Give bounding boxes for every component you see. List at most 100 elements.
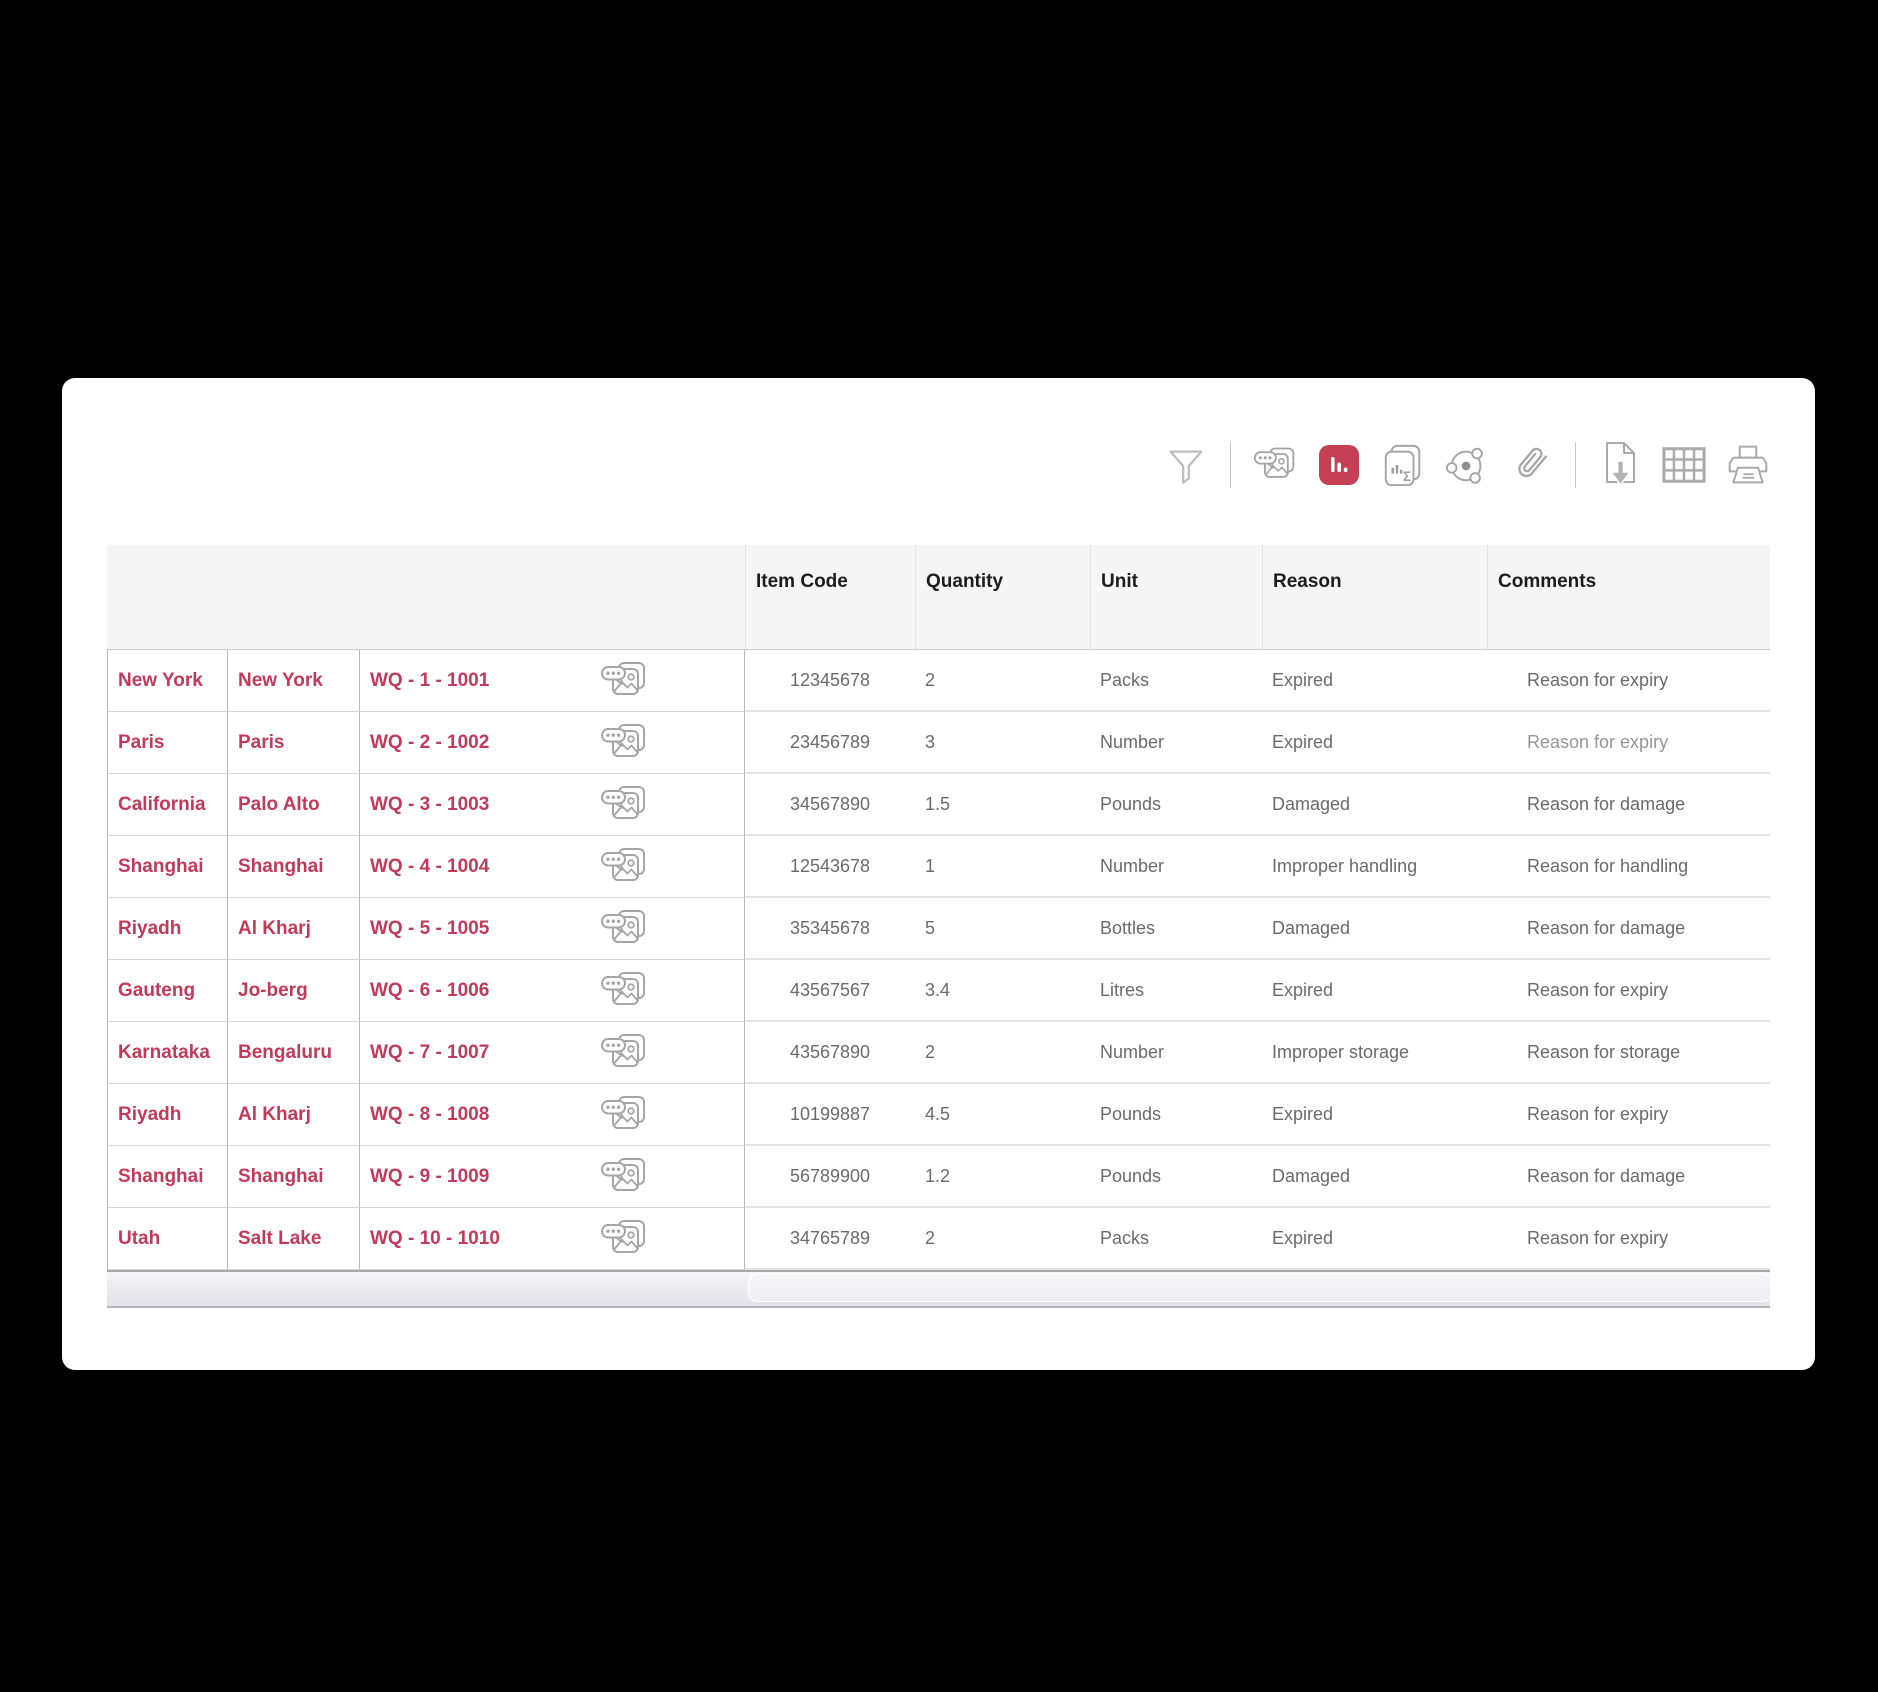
header-comments: Comments [1487,545,1770,649]
unit-value: Number [1090,712,1262,774]
comments-value: Reason for expiry [1487,1084,1770,1146]
table-row: Shanghai Shanghai WQ - 9 - 1009 56789900 [107,1146,1770,1208]
item-code-value: 43567890 [745,1022,915,1084]
header-quantity: Quantity [915,545,1090,649]
region-link[interactable]: Utah [107,1208,228,1270]
table-row: Shanghai Shanghai WQ - 4 - 1004 12543678 [107,836,1770,898]
code-cell: WQ - 6 - 1006 [360,960,745,1022]
summary-sheets-icon[interactable]: Σ [1381,440,1425,490]
panel-card: Σ [62,378,1815,1370]
code-link[interactable]: WQ - 6 - 1006 [370,979,490,1001]
unit-value: Number [1090,1022,1262,1084]
row-image-comment-icon[interactable] [598,844,650,890]
unit-value: Pounds [1090,1146,1262,1208]
city-link[interactable]: Jo-berg [228,960,360,1022]
row-image-comment-icon[interactable] [598,968,650,1014]
item-code-value: 10199887 [745,1084,915,1146]
header-unit: Unit [1090,545,1262,649]
row-image-comment-icon[interactable] [598,906,650,952]
comments-value: Reason for expiry [1487,1208,1770,1270]
filter-icon[interactable] [1164,440,1208,490]
city-link[interactable]: New York [228,650,360,712]
city-link[interactable]: Salt Lake [228,1208,360,1270]
row-image-comment-icon[interactable] [598,1092,650,1138]
horizontal-scrollbar[interactable] [107,1270,1772,1308]
code-link[interactable]: WQ - 7 - 1007 [370,1041,490,1063]
row-image-comment-icon[interactable] [598,1216,650,1262]
city-link[interactable]: Paris [228,712,360,774]
code-link[interactable]: WQ - 1 - 1001 [370,669,490,691]
table-row: Utah Salt Lake WQ - 10 - 1010 34765789 2 [107,1208,1770,1270]
code-cell: WQ - 1 - 1001 [360,650,745,712]
reason-value: Expired [1262,650,1487,712]
region-link[interactable]: Shanghai [107,836,228,898]
code-cell: WQ - 8 - 1008 [360,1084,745,1146]
quantity-value: 3 [915,712,1090,774]
code-cell: WQ - 3 - 1003 [360,774,745,836]
comments-value: Reason for damage [1487,774,1770,836]
reason-value: Expired [1262,960,1487,1022]
attachment-icon[interactable] [1509,440,1553,490]
unit-value: Litres [1090,960,1262,1022]
unit-value: Pounds [1090,1084,1262,1146]
export-download-icon[interactable] [1598,440,1642,490]
quantity-value: 5 [915,898,1090,960]
item-code-value: 23456789 [745,712,915,774]
toolbar-divider [1575,442,1576,488]
row-image-comment-icon[interactable] [598,782,650,828]
code-link[interactable]: WQ - 8 - 1008 [370,1103,490,1125]
code-link[interactable]: WQ - 5 - 1005 [370,917,490,939]
item-code-value: 43567567 [745,960,915,1022]
region-link[interactable]: Riyadh [107,1084,228,1146]
region-link[interactable]: Shanghai [107,1146,228,1208]
city-link[interactable]: Al Kharj [228,1084,360,1146]
city-link[interactable]: Shanghai [228,836,360,898]
quantity-value: 1.5 [915,774,1090,836]
table-grid-icon[interactable] [1662,440,1706,490]
code-link[interactable]: WQ - 9 - 1009 [370,1165,490,1187]
region-link[interactable]: Riyadh [107,898,228,960]
code-link[interactable]: WQ - 4 - 1004 [370,855,490,877]
code-cell: WQ - 5 - 1005 [360,898,745,960]
reason-value: Expired [1262,712,1487,774]
table-row: Riyadh Al Kharj WQ - 8 - 1008 10199887 4… [107,1084,1770,1146]
region-link[interactable]: California [107,774,228,836]
header-code [360,545,745,649]
comments-value: Reason for storage [1487,1022,1770,1084]
row-image-comment-icon[interactable] [598,720,650,766]
network-share-icon[interactable] [1445,440,1489,490]
code-link[interactable]: WQ - 10 - 1010 [370,1227,500,1249]
table-row: California Palo Alto WQ - 3 - 1003 34567… [107,774,1770,836]
quantity-value: 2 [915,1208,1090,1270]
code-link[interactable]: WQ - 3 - 1003 [370,793,490,815]
city-link[interactable]: Al Kharj [228,898,360,960]
region-link[interactable]: New York [107,650,228,712]
comments-value: Reason for expiry [1487,650,1770,712]
item-code-value: 12345678 [745,650,915,712]
city-link[interactable]: Shanghai [228,1146,360,1208]
city-link[interactable]: Palo Alto [228,774,360,836]
region-link[interactable]: Paris [107,712,228,774]
header-reason: Reason [1262,545,1487,649]
bar-chart-icon-active[interactable] [1317,440,1361,490]
comments-value: Reason for damage [1487,1146,1770,1208]
header-item-code: Item Code [745,545,915,649]
row-image-comment-icon[interactable] [598,1030,650,1076]
region-link[interactable]: Gauteng [107,960,228,1022]
unit-value: Packs [1090,1208,1262,1270]
print-icon[interactable] [1726,440,1770,490]
region-link[interactable]: Karnataka [107,1022,228,1084]
row-image-comment-icon[interactable] [598,1154,650,1200]
unit-value: Bottles [1090,898,1262,960]
row-image-comment-icon[interactable] [598,658,650,704]
image-comment-icon[interactable] [1253,440,1297,490]
unit-value: Number [1090,836,1262,898]
reason-value: Expired [1262,1208,1487,1270]
reason-value: Improper storage [1262,1022,1487,1084]
city-link[interactable]: Bengaluru [228,1022,360,1084]
reason-value: Expired [1262,1084,1487,1146]
scrollbar-thumb[interactable] [748,1273,1772,1302]
header-region [107,545,228,649]
code-link[interactable]: WQ - 2 - 1002 [370,731,490,753]
table-row: Karnataka Bengaluru WQ - 7 - 1007 435678… [107,1022,1770,1084]
